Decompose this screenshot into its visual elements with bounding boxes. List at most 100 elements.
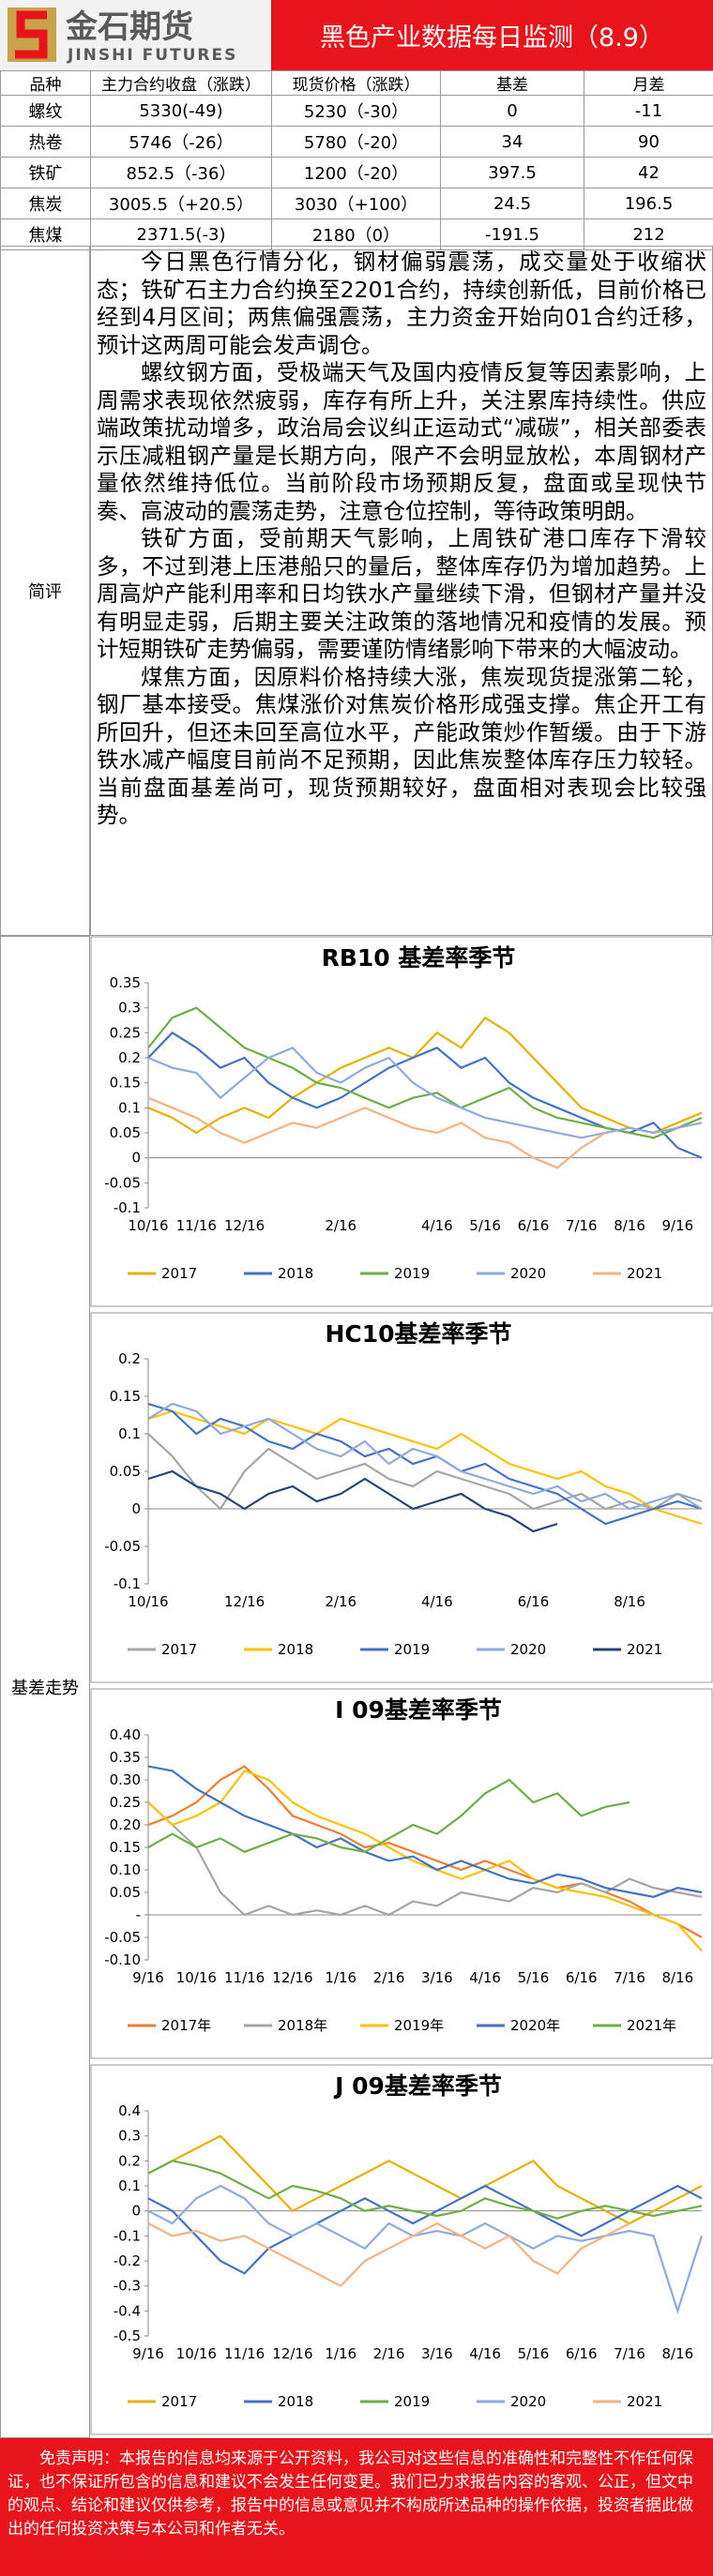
legend-label: 2020 (510, 1265, 546, 1282)
series-line (147, 1770, 703, 1952)
series-line (147, 1006, 703, 1139)
y-tick-label: -0.1 (114, 1575, 141, 1592)
y-tick-label: -0.2 (114, 2252, 141, 2269)
x-tick-label: 12/16 (272, 2345, 312, 2362)
x-tick-label: 8/16 (662, 1969, 694, 1986)
legend-label: 2019 (394, 1265, 430, 1282)
x-tick-label: 12/16 (224, 1593, 265, 1610)
series-line (147, 2222, 630, 2288)
section-label: 简评 (0, 246, 90, 936)
table-cell: 2180（0） (271, 218, 441, 250)
series-line (147, 1801, 703, 1917)
series-line (147, 1469, 558, 1533)
y-tick-label: 0.40 (110, 1726, 141, 1743)
logo-en: JINSHI FUTURES (67, 46, 237, 65)
header-cell: 月差 (584, 70, 713, 96)
header-cell: 现货价格（涨跌） (271, 70, 441, 96)
y-tick-label: 0.2 (118, 2152, 141, 2169)
chart-title: I 09基差率季节 (335, 1696, 502, 1724)
legend-label: 2020 (510, 2393, 546, 2410)
y-tick-label: 0.1 (118, 1425, 141, 1442)
y-tick-label: 0.20 (110, 1816, 141, 1833)
table-cell: 212 (584, 218, 713, 250)
legend-label: 2019 (394, 2393, 430, 2410)
paragraph: 铁矿方面，受前期天气影响，上周铁矿港口库存下滑较多，不过到港上压港船只的量后，整… (97, 525, 706, 662)
x-tick-label: 8/16 (614, 1217, 645, 1234)
table-cell: 24.5 (440, 188, 584, 219)
x-tick-label: 11/16 (176, 1217, 217, 1234)
x-tick-label: 1/16 (325, 2345, 356, 2362)
series-line (147, 1765, 703, 1938)
table-cell: 螺纹 (0, 95, 91, 127)
chart-title: RB10 基差率季节 (322, 944, 516, 972)
y-tick-label: -0.5 (114, 2327, 141, 2344)
logo-cn: 金石期货 (65, 8, 193, 46)
x-tick-label: 7/16 (614, 1969, 645, 1986)
y-tick-label: -0.1 (114, 1199, 141, 1216)
series-line (147, 2184, 703, 2275)
x-tick-label: 10/16 (176, 1969, 217, 1986)
series-line (147, 1433, 703, 1511)
x-tick-label: 9/16 (662, 1217, 694, 1234)
y-tick-label: 0.25 (110, 1024, 141, 1041)
table-cell: -11 (584, 95, 713, 127)
table-cell: 397.5 (440, 157, 584, 188)
x-tick-label: 9/16 (132, 2345, 164, 2362)
legend-label: 2018 (278, 1265, 313, 1282)
x-tick-label: 8/16 (614, 1593, 645, 1610)
x-tick-label: 7/16 (614, 2345, 645, 2362)
logo-art: 金石期货 JINSHI FUTURES (8, 8, 237, 65)
x-tick-label: 4/16 (469, 2345, 501, 2362)
y-tick-label: 0.25 (110, 1794, 141, 1811)
x-tick-label: 6/16 (566, 2345, 598, 2362)
table-row: 铁矿 852.5（-36） 1200（-20） 397.5 42 (0, 157, 713, 188)
x-tick-label: 2/16 (373, 2345, 405, 2362)
y-tick-label: -0.10 (104, 1951, 141, 1968)
x-tick-label: 6/16 (566, 1969, 598, 1986)
table-cell: 5746（-26） (90, 126, 272, 158)
y-tick-label: 0.15 (110, 1839, 141, 1856)
table-header-row: 品种 主力合约收盘（涨跌） 现货价格（涨跌） 基差 月差 (0, 70, 713, 96)
legend-label: 2018年 (278, 2017, 327, 2034)
x-tick-label: 3/16 (421, 1969, 453, 1986)
series-line (147, 1778, 630, 1854)
table-cell: 852.5（-36） (90, 157, 272, 188)
x-tick-label: 3/16 (421, 2345, 453, 2362)
y-tick-label: 0.35 (110, 974, 141, 991)
table-cell: 42 (584, 157, 713, 188)
table-cell: 5780（-20） (271, 126, 441, 158)
table-cell: 铁矿 (0, 157, 91, 188)
y-tick-label: 0.15 (110, 1075, 141, 1092)
x-tick-label: 12/16 (224, 1217, 265, 1234)
table-cell: 1200（-20） (271, 157, 441, 188)
chart-frame (90, 936, 713, 1307)
chart-frame (90, 2064, 713, 2435)
table-row: 热卷 5746（-26） 5780（-20） 34 90 (0, 126, 713, 158)
series-line (147, 1402, 703, 1526)
disclaimer: 免责声明：本报告的信息均来源于公开资料，我公司对这些信息的准确性和完整性不作任何… (0, 2438, 713, 2576)
legend-label: 2020年 (510, 2017, 560, 2034)
y-tick-label: 0.4 (118, 2102, 141, 2119)
charts: RB10 基差率季节 -0.1 -0.05 0 0.05 0.1 0.15 0.2 0.25 0.… (90, 936, 713, 2435)
x-tick-label: 9/16 (132, 1969, 164, 1986)
x-tick-label: 10/16 (128, 1593, 168, 1610)
y-tick-label: 0.1 (118, 1099, 141, 1116)
y-tick-label: 0.3 (118, 2128, 141, 2145)
y-tick-label: 0.05 (110, 1463, 141, 1480)
table-cell: 焦炭 (0, 188, 91, 219)
table-cell: 196.5 (584, 188, 713, 219)
x-tick-label: 2/16 (373, 1969, 405, 1986)
legend-label: 2017 (161, 2393, 197, 2410)
x-tick-label: 6/16 (518, 1593, 550, 1610)
y-tick-label: -0.05 (104, 1929, 141, 1946)
x-tick-label: 12/16 (272, 1969, 312, 1986)
table-cell: 5230（-30） (271, 95, 441, 127)
y-tick-label: 0.1 (118, 2177, 141, 2194)
page-title: 黑色产业数据每日监测（8.9） (320, 23, 664, 53)
table-row: 焦煤 2371.5(-3) 2180（0） -191.5 212 (0, 218, 713, 250)
y-tick-label: 0.15 (110, 1388, 141, 1405)
y-tick-label: 0 (131, 1150, 141, 1167)
series-line (147, 1409, 703, 1526)
header-cell: 基差 (440, 70, 584, 96)
